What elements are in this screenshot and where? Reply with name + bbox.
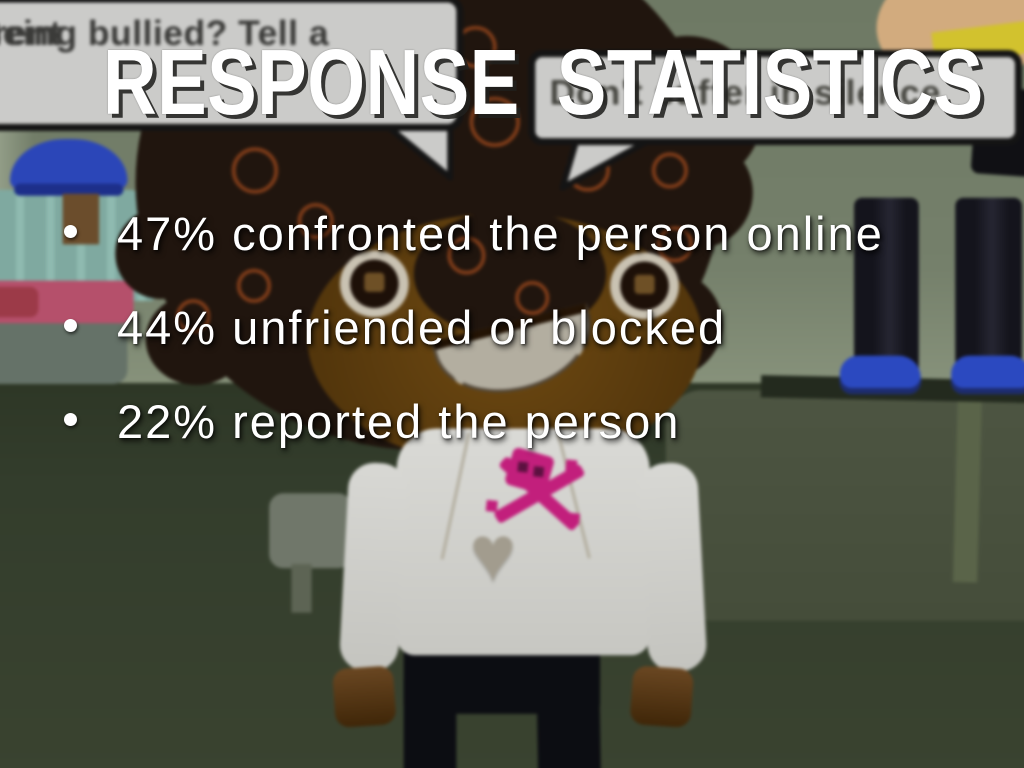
hair-swirl-icon [236,268,272,304]
blue-shoe [951,355,1024,395]
bullet-item: 47% confronted the person online [0,210,1024,304]
bullet-text: 44% unfriended or blocked [117,301,727,354]
speech-bubble: Being bullied? Tell a parent [0,0,464,132]
hair-swirl-icon [651,152,689,189]
speech-bubble-text: Being bullied? Tell a [0,13,330,54]
bullet-dot [64,413,77,426]
bullet-list: 47% confronted the person online 44% unf… [0,210,1024,492]
bullet-item: 44% unfriended or blocked [0,304,1024,398]
speech-bubble-text: parent [0,13,62,54]
left-character-blue-cap [10,139,128,192]
hair-swirl-icon [469,96,521,148]
left-character-cap-brim [14,183,124,196]
hair-swirl-icon [297,202,334,240]
bullet-text: 47% confronted the person online [117,207,884,260]
left-eye [339,250,409,318]
speech-bubble-text: Don't suffer in silence [549,73,942,113]
bullet-item: 22% reported the person [0,398,1024,492]
hair-swirl-icon [515,280,550,316]
pants-leg [536,678,601,768]
hoodie-sleeve [638,461,708,673]
left-character-lower [0,321,128,384]
bench-armrest-leg [291,564,312,613]
hand [629,665,695,729]
hoodie-sleeve [338,461,409,673]
pants-leg [403,679,457,768]
hair-swirl-icon [176,298,211,334]
speech-bubble: Don't suffer in silence [528,50,1023,146]
hair-swirl-icon [447,236,486,275]
left-character-red-patch [0,286,39,318]
slide-title: RESPONSE STATISTICS [103,30,984,134]
hair-curl [115,207,207,299]
right-eye [610,252,679,320]
bullet-dot [64,319,77,332]
right-character-leg [854,197,919,380]
hand [331,665,397,729]
hair-swirl-icon [231,147,279,194]
blue-shoe [839,355,921,395]
bullet-text: 22% reported the person [117,395,681,448]
hair-swirl-icon [656,226,694,263]
heart-pendant-icon: ♥ [469,508,517,598]
right-character-leg [955,197,1023,380]
bench-armrest [269,493,353,569]
bullet-dot [64,225,77,238]
